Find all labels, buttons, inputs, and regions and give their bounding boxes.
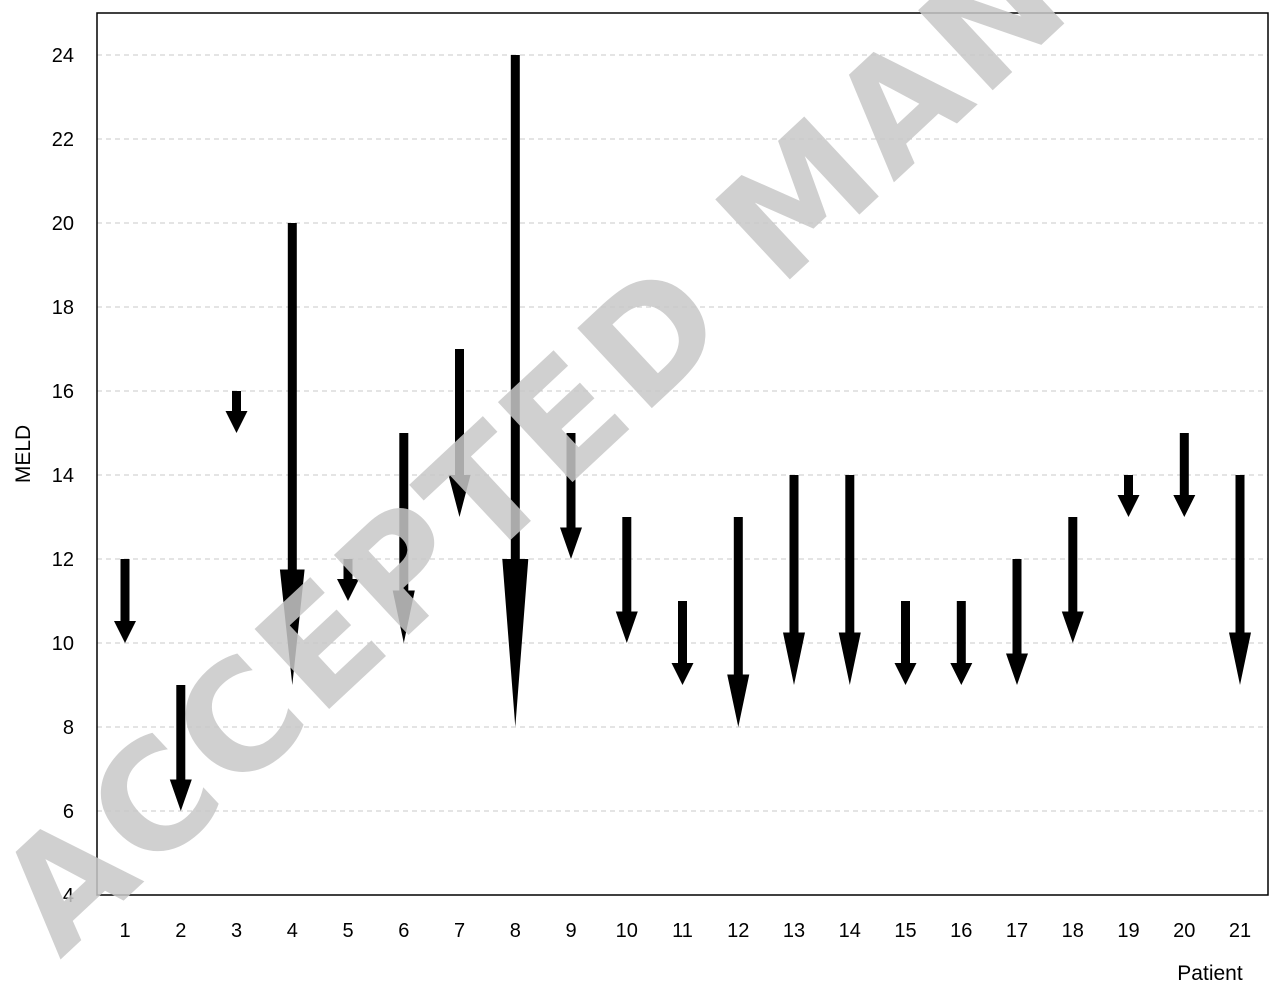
arrow-mark (392, 433, 415, 643)
y-tick-label: 14 (52, 465, 74, 487)
y-tick-label: 6 (63, 801, 74, 823)
x-tick-label: 16 (950, 920, 972, 942)
x-tick-label: 4 (287, 920, 298, 942)
y-axis-title: MELD (12, 425, 35, 483)
x-tick-label: 9 (565, 920, 576, 942)
arrow-mark (279, 223, 305, 685)
x-tick-label: 15 (894, 920, 916, 942)
arrow-mark (1061, 517, 1084, 643)
x-tick-label: 21 (1229, 920, 1251, 942)
x-tick-label: 17 (1006, 920, 1028, 942)
arrow-mark (337, 559, 359, 601)
x-tick-label: 8 (510, 920, 521, 942)
x-tick-label: 7 (454, 920, 465, 942)
x-tick-label: 14 (839, 920, 861, 942)
x-tick-label: 20 (1173, 920, 1195, 942)
x-tick-label: 19 (1117, 920, 1139, 942)
x-tick-label: 13 (783, 920, 805, 942)
x-axis-ticks: 1 2 3 4 5 6 7 8 9 10 11 12 13 14 15 16 17 18 19 20 21 (119, 920, 1251, 942)
arrow-mark (225, 391, 248, 433)
arrow-mark (1173, 433, 1196, 517)
x-tick-label: 18 (1062, 920, 1084, 942)
y-tick-label: 22 (52, 129, 74, 151)
arrow-mark (114, 559, 136, 643)
arrow-mark (783, 475, 805, 685)
plot-area-frame (96, 12, 1269, 896)
arrow-mark (560, 433, 582, 559)
y-tick-label: 8 (63, 717, 74, 739)
arrow-mark (727, 517, 750, 727)
arrow-mark (169, 685, 192, 811)
x-tick-label: 2 (175, 920, 186, 942)
y-tick-label: 16 (52, 381, 74, 403)
arrow-mark (1229, 475, 1251, 685)
x-tick-label: 11 (672, 920, 693, 942)
x-tick-label: 6 (398, 920, 409, 942)
x-tick-label: 5 (342, 920, 353, 942)
x-tick-label: 10 (616, 920, 638, 942)
x-tick-label: 12 (727, 920, 749, 942)
arrow-mark (838, 475, 861, 685)
arrow-mark (950, 601, 973, 685)
arrow-mark (615, 517, 638, 643)
arrow-mark (1006, 559, 1028, 685)
arrow-mark (671, 601, 694, 685)
arrow-mark (894, 601, 917, 685)
x-tick-label: 1 (119, 920, 130, 942)
x-tick-label: 3 (231, 920, 242, 942)
y-tick-label: 10 (52, 633, 74, 655)
y-tick-label: 18 (52, 297, 74, 319)
y-tick-label: 20 (52, 213, 74, 235)
arrow-mark (1117, 475, 1140, 517)
x-axis-title: Patient (1177, 962, 1243, 985)
y-tick-label: 24 (52, 45, 74, 67)
y-tick-label: 4 (63, 885, 74, 907)
arrow-mark (502, 55, 529, 727)
arrow-mark (448, 349, 471, 517)
y-axis-ticks: 4 6 8 10 12 14 16 18 20 22 24 (52, 45, 74, 907)
arrow-series (114, 55, 1251, 811)
y-tick-label: 12 (52, 549, 74, 571)
